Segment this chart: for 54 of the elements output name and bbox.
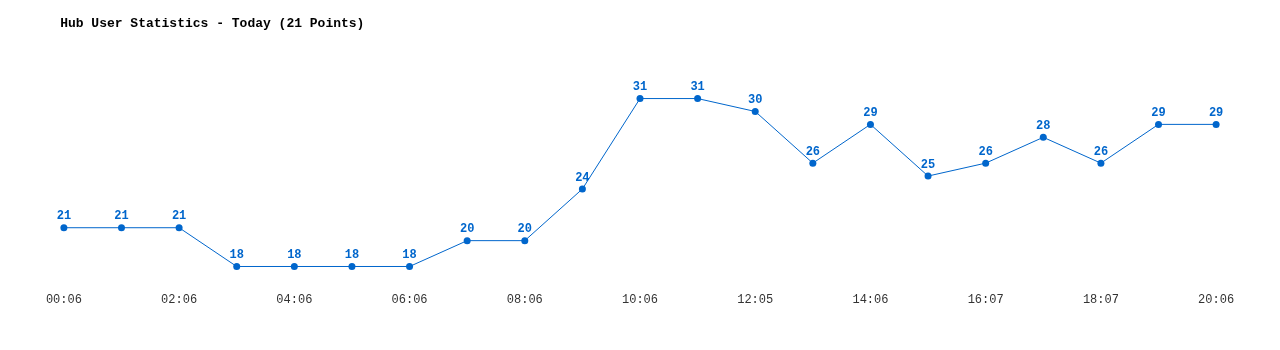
- point: [348, 262, 356, 270]
- data-label: 26: [1093, 144, 1109, 159]
- point: [1097, 159, 1105, 167]
- data-label: 18: [344, 248, 360, 263]
- x-tick-label: 12:05: [737, 293, 774, 307]
- data-label: 28: [1036, 118, 1051, 133]
- point: [694, 95, 702, 103]
- point: [175, 224, 183, 232]
- x-tick-label: 00:06: [45, 293, 82, 307]
- x-tick-label: 18:07: [1082, 293, 1119, 307]
- x-tick-label: 04:06: [276, 293, 313, 307]
- x-tick-label: 20:06: [1198, 293, 1235, 307]
- data-label: 18: [402, 248, 417, 263]
- x-tick-label: 10:06: [621, 293, 659, 307]
- data-label: 29: [1151, 106, 1166, 121]
- point: [982, 159, 990, 167]
- x-tick-label: 16:07: [967, 293, 1004, 307]
- point: [290, 262, 298, 270]
- data-label: 20: [459, 222, 475, 237]
- point: [117, 224, 125, 232]
- point: [578, 185, 586, 193]
- point: [1212, 120, 1220, 128]
- data-label: 29: [863, 106, 878, 121]
- point: [751, 107, 759, 115]
- data-label: 18: [287, 248, 302, 263]
- data-label: 26: [805, 144, 821, 159]
- point: [233, 262, 241, 270]
- data-label: 24: [575, 170, 590, 185]
- point: [866, 120, 874, 128]
- point: [406, 262, 414, 270]
- x-tick-label: 06:06: [391, 293, 428, 307]
- data-label: 25: [920, 157, 936, 172]
- data-label: 18: [229, 248, 244, 263]
- chart-title: Hub User Statistics - Today (21 Points): [60, 15, 365, 31]
- point: [636, 95, 644, 103]
- point: [60, 224, 68, 232]
- point: [809, 159, 817, 167]
- data-label: 21: [171, 209, 187, 224]
- x-tick-label: 14:06: [852, 293, 889, 307]
- data-label: 26: [978, 144, 993, 159]
- point: [1155, 120, 1163, 128]
- point: [1039, 133, 1047, 141]
- data-label: 31: [690, 80, 705, 95]
- x-tick-label: 08:06: [506, 293, 543, 307]
- point: [521, 237, 529, 245]
- point: [463, 237, 471, 245]
- data-label: 20: [517, 222, 532, 237]
- data-label: 21: [114, 209, 129, 224]
- x-tick-label: 02:06: [161, 293, 198, 307]
- data-label: 21: [56, 209, 72, 224]
- data-label: 29: [1208, 106, 1224, 121]
- data-label: 30: [748, 93, 763, 108]
- data-label: 31: [632, 80, 648, 95]
- point: [924, 172, 932, 180]
